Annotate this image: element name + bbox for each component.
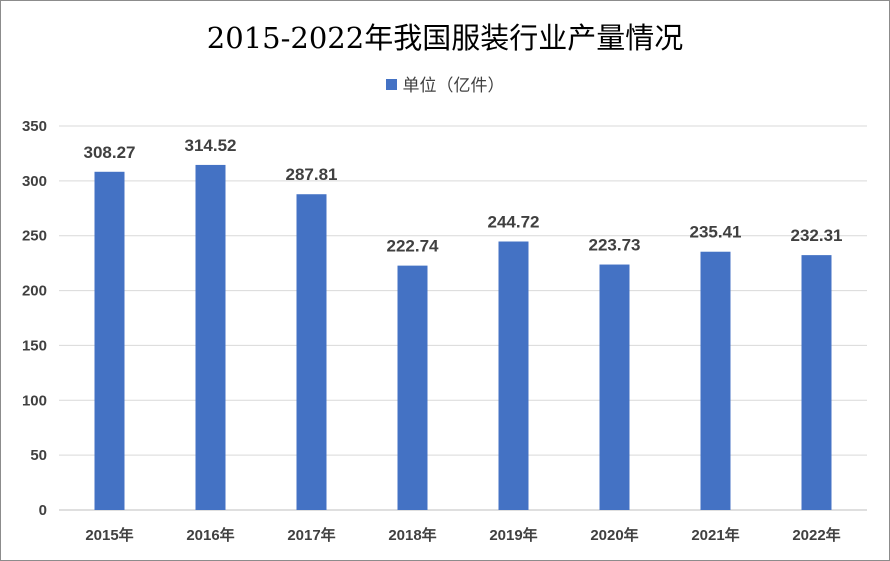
bar [195, 164, 226, 510]
data-label: 232.31 [791, 226, 843, 245]
y-tick-label: 200 [22, 283, 47, 300]
legend-swatch [385, 79, 397, 90]
y-tick-label: 150 [22, 337, 47, 354]
data-label: 314.52 [185, 136, 237, 155]
x-tick-label: 2018年 [388, 526, 436, 544]
x-tick-label: 2022年 [792, 526, 840, 544]
bar [801, 255, 832, 510]
x-tick-label: 2019年 [489, 526, 537, 544]
bar [599, 264, 630, 510]
y-tick-label: 250 [22, 228, 47, 245]
bar [700, 251, 731, 510]
x-tick-label: 2021年 [691, 526, 739, 544]
data-label: 244.72 [488, 213, 540, 232]
legend-label: 单位（亿件） [402, 76, 505, 96]
legend: 单位（亿件） [1, 71, 889, 96]
x-tick-label: 2017年 [287, 526, 335, 544]
y-tick-label: 350 [22, 118, 47, 135]
chart-title: 2015-2022年我国服装行业产量情况 [206, 21, 684, 55]
bar [498, 241, 529, 510]
y-tick-label: 100 [22, 392, 47, 409]
bar [397, 265, 428, 510]
y-tick-label: 300 [22, 173, 47, 190]
bar [94, 171, 125, 511]
data-label: 222.74 [387, 237, 440, 256]
data-label: 287.81 [286, 165, 338, 184]
y-tick-label: 50 [30, 447, 47, 464]
data-label: 308.27 [84, 143, 136, 162]
x-tick-label: 2020年 [590, 526, 638, 544]
data-label: 235.41 [690, 223, 742, 242]
data-label: 223.73 [589, 236, 641, 255]
x-tick-label: 2016年 [186, 526, 234, 544]
x-tick-label: 2015年 [85, 526, 133, 544]
y-tick-label: 0 [39, 502, 47, 519]
bar [296, 194, 327, 510]
